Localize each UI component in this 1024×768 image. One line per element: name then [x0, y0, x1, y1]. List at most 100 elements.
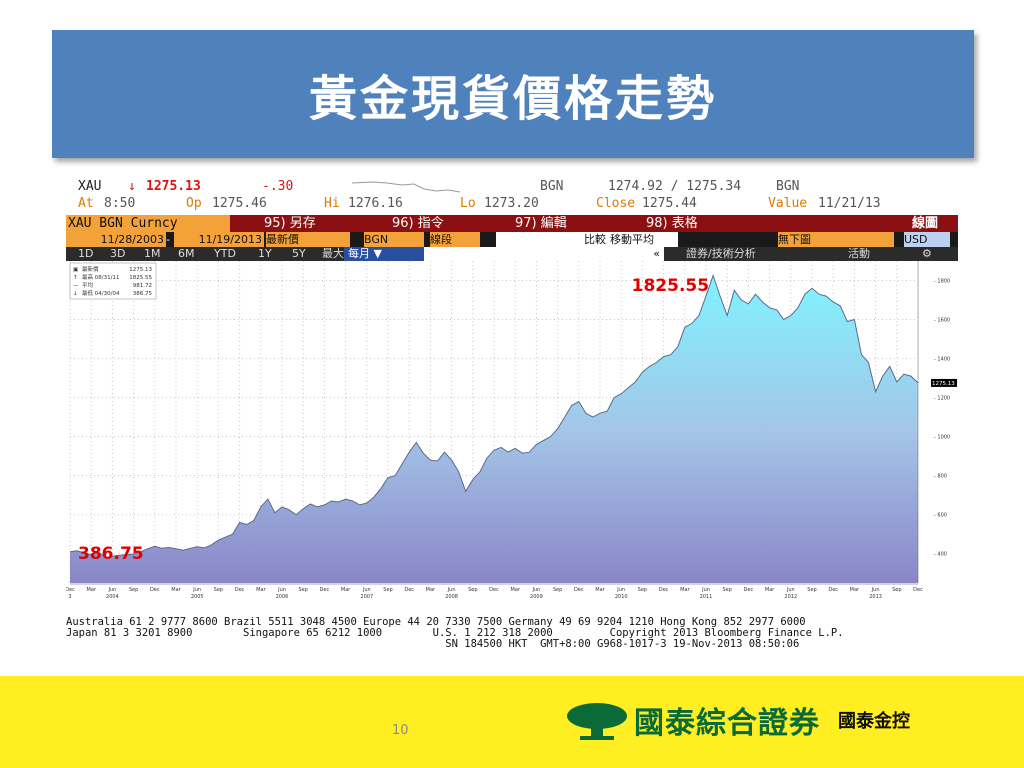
x-tick-label: Dec [150, 587, 160, 593]
quote-source: BGN [540, 179, 564, 194]
chart-controls-row: 11/28/2003 - 11/19/2013 最新價 BGN 線段 比較 移動… [66, 232, 958, 247]
y-tick-label: - 1000 [934, 435, 950, 441]
save-menu[interactable]: 95) 另存 [264, 216, 316, 231]
back-button[interactable]: « [424, 247, 664, 261]
range-button[interactable]: 最大 [322, 247, 344, 260]
x-tick-year-label: 2009 [530, 594, 543, 600]
x-tick-year-label: 2010 [615, 594, 628, 600]
x-tick-label: Jun [107, 587, 116, 593]
x-tick-label: Dec [574, 587, 584, 593]
command-menu[interactable]: 96) 指令 [392, 216, 444, 231]
legend-marker: ↓ [73, 290, 78, 297]
range-button[interactable]: 3D [110, 247, 126, 260]
legend-marker: ↑ [73, 274, 78, 281]
y-tick-label: - 600 [934, 513, 947, 519]
x-tick-label: Jun [192, 587, 201, 593]
y-tick-label: - 800 [934, 474, 947, 480]
period-select[interactable]: 每月 ▼ [344, 247, 426, 261]
high-value: 1276.16 [348, 196, 403, 211]
open-value: 1275.46 [212, 196, 267, 211]
source-select[interactable]: BGN [364, 232, 424, 247]
footer-band [0, 676, 1024, 768]
x-tick-label: Dec [66, 587, 75, 593]
bloomberg-terminal-screenshot: XAU ↓ 1275.13 -.30 BGN 1274.92 / 1275.34… [66, 173, 958, 651]
range-button[interactable]: 5Y [292, 247, 306, 260]
range-button[interactable]: YTD [214, 247, 236, 260]
x-tick-year-label: 3 [68, 594, 71, 600]
activity-button[interactable]: 活動 [848, 247, 870, 260]
legend-marker: — [73, 283, 79, 289]
legend-value: 981.72 [133, 283, 152, 289]
line-type-select[interactable]: 線段 [430, 232, 480, 247]
x-tick-label: Mar [341, 587, 351, 593]
gold-price-area-chart: - 400 - 600 - 800 - 1000 - 1200 - 1400 - 1600 -… [66, 261, 958, 601]
compare-button[interactable]: 比較 [496, 232, 610, 247]
legend-box [69, 262, 157, 300]
last-price-tag-label: 1275.13 [932, 381, 955, 387]
x-tick-label: Jun [362, 587, 371, 593]
x-tick-label: Sep [553, 587, 562, 593]
chart-menu[interactable]: 線圖 [912, 216, 939, 231]
legend-label: 最新價 [82, 265, 99, 273]
slide-title-bar: 黃金現貨價格走勢 [52, 30, 974, 158]
lower-chart-select[interactable]: 無下圖 [778, 232, 894, 247]
x-tick-label: Sep [807, 587, 816, 593]
x-tick-label: Sep [638, 587, 647, 593]
end-date-field[interactable]: 11/19/2013 [174, 232, 264, 247]
legend-label: 平均 [82, 281, 94, 289]
x-tick-label: Sep [214, 587, 223, 593]
x-tick-year-label: 2013 [869, 594, 882, 600]
x-tick-label: Sep [383, 587, 392, 593]
x-tick-label: Dec [659, 587, 669, 593]
security-field[interactable]: XAU BGN Curncy [66, 215, 230, 232]
x-tick-label: Dec [320, 587, 330, 593]
close-label: Close [596, 196, 636, 211]
moving-average-button[interactable]: 移動平均 [610, 232, 678, 247]
analysis-button[interactable]: 證券/技術分析 [686, 247, 756, 260]
x-tick-year-label: 2012 [784, 594, 797, 600]
x-tick-label: Sep [298, 587, 307, 593]
x-tick-label: Sep [722, 587, 731, 593]
x-tick-label: Mar [765, 587, 775, 593]
price-type-select[interactable]: 最新價 [266, 232, 350, 247]
group-name: 國泰金控 [838, 711, 910, 732]
range-button[interactable]: 1M [144, 247, 161, 260]
x-tick-label: Mar [850, 587, 860, 593]
table-menu[interactable]: 98) 表格 [646, 216, 698, 231]
footer-line: Japan 81 3 3201 8900 Singapore 65 6212 1… [66, 627, 844, 639]
range-button[interactable]: 1Y [258, 247, 272, 260]
x-tick-label: Jun [786, 587, 795, 593]
sparkline-icon [352, 181, 461, 193]
x-tick-label: Mar [256, 587, 266, 593]
quote-arrow-icon: ↓ [128, 179, 136, 194]
x-tick-year-label: 2008 [445, 594, 458, 600]
high-label: Hi [324, 196, 340, 211]
legend-label: 最高 08/31/11 [82, 273, 119, 281]
low-annotation: 386.75 [78, 544, 144, 564]
range-button[interactable]: 6M [178, 247, 195, 260]
quote-bid-ask: 1274.92 / 1275.34 [608, 179, 742, 194]
x-tick-label: Dec [489, 587, 499, 593]
bloomberg-footer: Australia 61 2 9777 8600 Brazil 5511 304… [66, 617, 958, 650]
x-tick-label: Sep [468, 587, 477, 593]
x-tick-label: Mar [86, 587, 96, 593]
close-value: 1275.44 [642, 196, 697, 211]
currency-select[interactable]: USD [904, 232, 950, 247]
company-name: 國泰綜合證券 [634, 706, 820, 741]
edit-menu[interactable]: 97) 編輯 [515, 216, 567, 231]
open-label: Op [186, 196, 202, 211]
y-tick-label: - 1800 [934, 279, 950, 285]
range-button[interactable]: 1D [78, 247, 94, 260]
x-tick-label: Jun [701, 587, 710, 593]
quote-source-2: BGN [776, 179, 800, 194]
x-tick-label: Dec [744, 587, 754, 593]
x-tick-label: Mar [680, 587, 690, 593]
page-number: 10 [392, 723, 409, 738]
gear-icon[interactable]: ⚙ [922, 247, 932, 260]
start-date-field[interactable]: 11/28/2003 [66, 232, 166, 247]
tree-logo-icon [567, 703, 627, 740]
slide-title: 黃金現貨價格走勢 [308, 71, 717, 127]
x-tick-year-label: 2011 [700, 594, 713, 600]
quote-header: XAU ↓ 1275.13 -.30 BGN 1274.92 / 1275.34… [66, 173, 958, 215]
y-tick-label: - 1200 [934, 396, 950, 402]
